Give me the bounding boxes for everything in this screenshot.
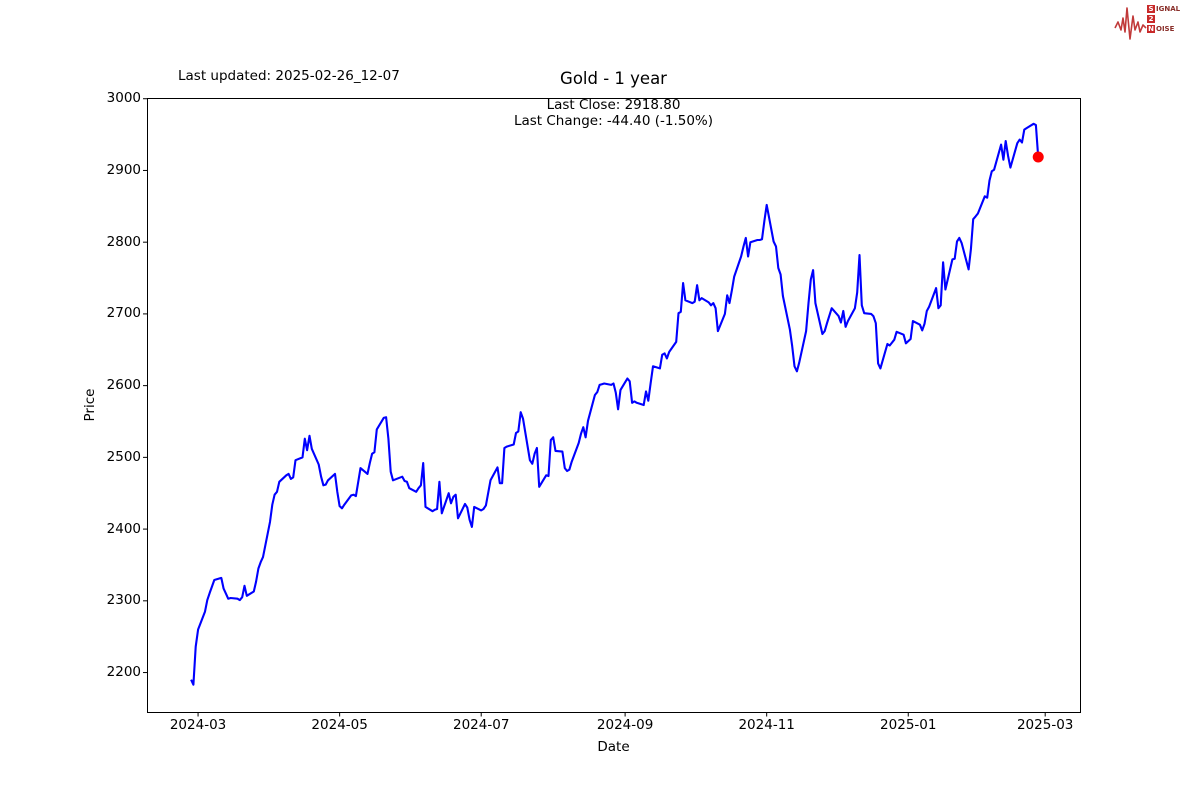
last-updated-text: Last updated: 2025-02-26_12-07	[178, 68, 400, 84]
y-tick-label: 2600	[106, 377, 141, 394]
y-tick-label: 2900	[106, 161, 141, 178]
heartbeat-waveform-icon	[1114, 7, 1147, 40]
y-tick-label: 2300	[106, 592, 141, 609]
x-axis-label: Date	[597, 739, 630, 755]
x-tick-label: 2024-07	[453, 717, 510, 733]
axes-frame	[147, 98, 1081, 713]
logo-text: S IGNAL 2 N OISE	[1147, 4, 1180, 34]
logo-word-noise: OISE	[1156, 25, 1175, 33]
x-tick-label: 2025-01	[880, 717, 937, 733]
logo-word-signal: IGNAL	[1156, 5, 1181, 13]
logo-letter-box-n: N	[1147, 25, 1155, 33]
logo-row-noise: N OISE	[1147, 24, 1180, 34]
x-tick-label: 2024-11	[738, 717, 795, 733]
y-tick-label: 2800	[106, 233, 141, 250]
logo-letter-box-s: S	[1147, 5, 1155, 13]
price-line	[190, 122, 1040, 686]
last-change-text: Last Change: -44.40 (-1.50%)	[513, 113, 714, 129]
y-tick-label: 2400	[106, 520, 141, 537]
signal2noise-logo: S IGNAL 2 N OISE	[1114, 2, 1199, 42]
y-tick-label: 2500	[106, 448, 141, 465]
logo-row-2: 2	[1147, 14, 1180, 24]
y-tick-label: 2200	[106, 664, 141, 681]
last-close-dot	[1032, 151, 1044, 163]
y-tick-label: 2700	[106, 305, 141, 322]
y-tick-label: 3000	[106, 90, 141, 107]
x-tick-label: 2024-09	[596, 717, 654, 733]
x-tick-label: 2024-05	[311, 717, 368, 733]
logo-row-signal: S IGNAL	[1147, 4, 1180, 14]
chart-title: Gold - 1 year	[560, 69, 667, 88]
last-close-text: Last Close: 2918.80	[546, 97, 681, 113]
x-tick-label: 2024-03	[169, 717, 227, 733]
chart-subtitle: Last Close: 2918.80 Last Change: -44.40 …	[0, 97, 1200, 129]
x-tick-label: 2025-03	[1016, 717, 1074, 733]
logo-letter-box-2: 2	[1147, 15, 1155, 23]
